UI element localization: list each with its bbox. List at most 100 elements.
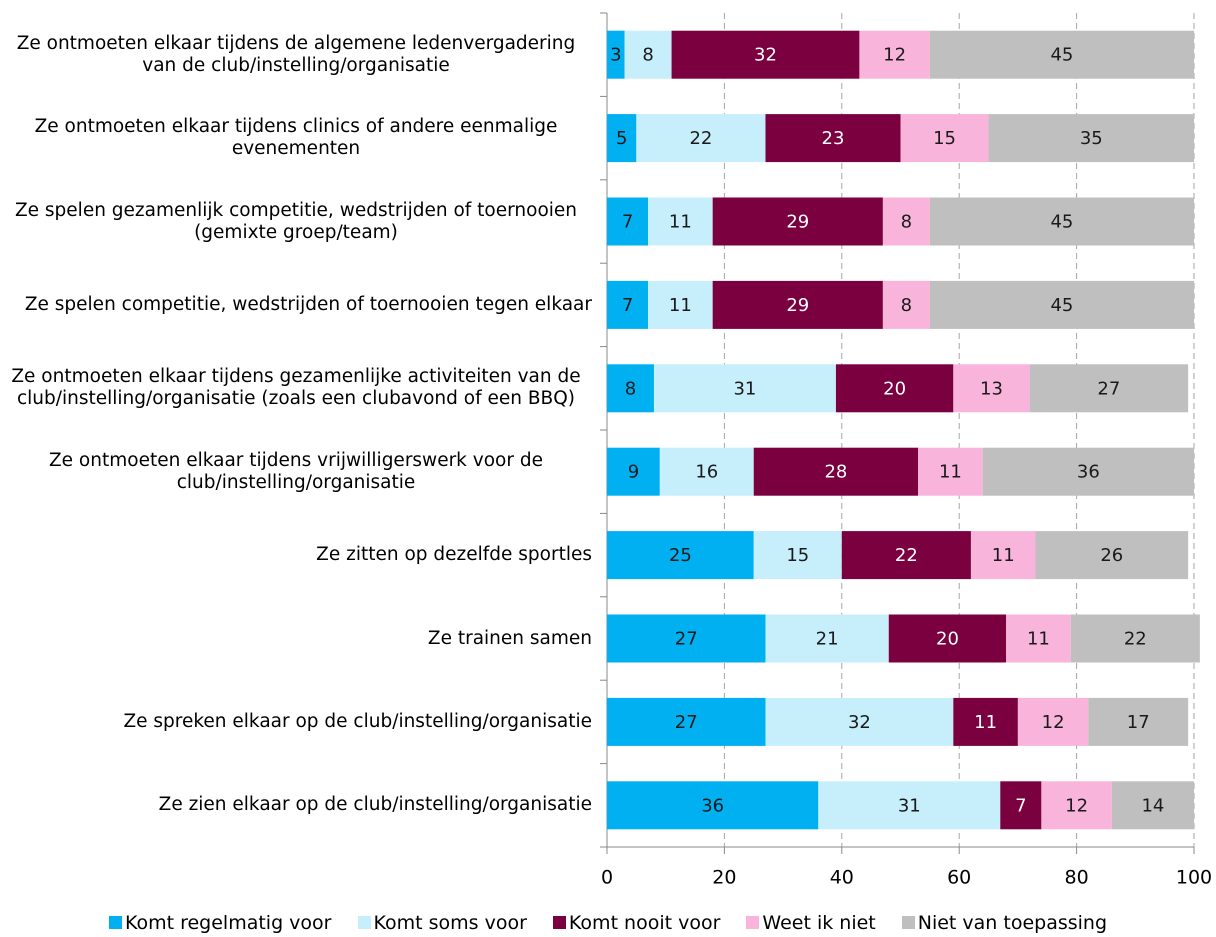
x-tick-label: 100 bbox=[1176, 867, 1212, 889]
data-label: 29 bbox=[786, 212, 809, 233]
data-label: 16 bbox=[695, 462, 718, 483]
legend-item: Komt soms voor bbox=[357, 912, 527, 934]
data-label: 11 bbox=[1027, 629, 1050, 650]
data-label: 22 bbox=[689, 128, 712, 149]
data-label: 11 bbox=[669, 295, 692, 316]
bar-segment bbox=[953, 697, 1018, 746]
bar-segment bbox=[929, 280, 1194, 329]
data-label: 22 bbox=[895, 545, 918, 566]
legend-swatch bbox=[108, 916, 122, 929]
data-label: 29 bbox=[786, 295, 809, 316]
category-label: Ze ontmoeten elkaar tijdens gezamenlijke… bbox=[11, 366, 581, 410]
bar-segment bbox=[982, 447, 1194, 496]
data-label: 27 bbox=[675, 712, 698, 733]
category-box: Ze ontmoeten elkaar tijdens gezamenlijke… bbox=[0, 348, 592, 428]
bar-segment bbox=[659, 447, 754, 496]
category-label: Ze zien elkaar op de club/instelling/org… bbox=[158, 794, 592, 816]
data-label: 31 bbox=[733, 378, 756, 399]
category-label: Ze ontmoeten elkaar tijdens vrijwilliger… bbox=[49, 449, 543, 493]
bar-segment bbox=[1006, 614, 1071, 663]
category-box: Ze ontmoeten elkaar tijdens vrijwilliger… bbox=[0, 432, 592, 512]
data-label: 8 bbox=[625, 378, 636, 399]
bar-segment bbox=[765, 614, 889, 663]
data-label: 26 bbox=[1100, 545, 1123, 566]
bar-segment bbox=[882, 197, 930, 246]
data-label: 45 bbox=[1050, 45, 1073, 66]
data-label: 7 bbox=[1015, 795, 1026, 816]
legend-label: Komt nooit voor bbox=[568, 912, 721, 934]
bar-segment bbox=[988, 114, 1194, 163]
data-label: 15 bbox=[786, 545, 809, 566]
bar-segment bbox=[753, 447, 919, 496]
bar-segment bbox=[607, 614, 766, 663]
legend-item: Komt nooit voor bbox=[552, 912, 721, 934]
bar-segment bbox=[859, 30, 930, 79]
bar-segment bbox=[607, 697, 766, 746]
bar-segment bbox=[1070, 614, 1200, 663]
bar-segment bbox=[841, 531, 971, 580]
legend-item: Niet van toepassing bbox=[901, 912, 1108, 934]
x-tick-label: 0 bbox=[601, 867, 613, 889]
bar-segment bbox=[1000, 781, 1042, 830]
data-label: 20 bbox=[936, 629, 959, 650]
data-label: 8 bbox=[901, 295, 912, 316]
legend: Komt regelmatig voor Komt soms voor Komt n… bbox=[0, 912, 1216, 934]
bar-segment bbox=[1029, 364, 1189, 413]
data-label: 12 bbox=[1042, 712, 1065, 733]
data-label: 17 bbox=[1127, 712, 1150, 733]
legend-item: Weet ik niet bbox=[746, 912, 876, 934]
category-label: Ze spelen competitie, wedstrijden of toe… bbox=[24, 293, 592, 315]
data-label: 23 bbox=[822, 128, 845, 149]
x-tick-label: 20 bbox=[712, 867, 736, 889]
category-box: Ze zitten op dezelfde sportles bbox=[0, 515, 592, 595]
bar-segment bbox=[1041, 781, 1112, 830]
bar-segment bbox=[818, 781, 1001, 830]
legend-swatch bbox=[746, 916, 760, 929]
category-box: Ze trainen samen bbox=[0, 599, 592, 679]
bar-segment bbox=[648, 280, 713, 329]
data-label: 36 bbox=[701, 795, 724, 816]
bar-segment bbox=[648, 197, 713, 246]
data-label: 32 bbox=[754, 45, 777, 66]
bar-segment bbox=[636, 114, 766, 163]
data-label: 36 bbox=[1077, 462, 1100, 483]
data-label: 8 bbox=[642, 45, 653, 66]
data-label: 7 bbox=[622, 212, 633, 233]
category-box: Ze spelen gezamenlijk competitie, wedstr… bbox=[0, 182, 592, 262]
bar-segment bbox=[1088, 697, 1189, 746]
data-label: 21 bbox=[816, 629, 839, 650]
bar-segment bbox=[607, 781, 819, 830]
data-label: 11 bbox=[974, 712, 997, 733]
bar-segment bbox=[929, 30, 1194, 79]
bar-segment bbox=[607, 447, 660, 496]
bar-segment bbox=[900, 114, 989, 163]
bar-segment bbox=[765, 697, 954, 746]
data-label: 45 bbox=[1050, 295, 1073, 316]
data-label: 27 bbox=[675, 629, 698, 650]
legend-item: Komt regelmatig voor bbox=[108, 912, 332, 934]
legend-swatch bbox=[552, 916, 566, 929]
bar-segment bbox=[753, 531, 842, 580]
bar-segment bbox=[624, 30, 672, 79]
category-box: Ze ontmoeten elkaar tijdens clinics of a… bbox=[0, 98, 592, 178]
bar-segment bbox=[970, 531, 1036, 580]
data-label: 3 bbox=[610, 45, 621, 66]
data-label: 28 bbox=[824, 462, 847, 483]
category-label: Ze spreken elkaar op de club/instelling/… bbox=[123, 710, 592, 732]
legend-swatch bbox=[901, 916, 915, 929]
legend-label: Weet ik niet bbox=[762, 912, 876, 934]
bar-segment bbox=[607, 114, 637, 163]
data-label: 45 bbox=[1050, 212, 1073, 233]
category-label: Ze ontmoeten elkaar tijdens clinics of a… bbox=[34, 116, 558, 160]
x-tick-label: 60 bbox=[947, 867, 971, 889]
data-label: 32 bbox=[848, 712, 871, 733]
data-label: 9 bbox=[628, 462, 639, 483]
bar-segment bbox=[888, 614, 1007, 663]
bar-segment bbox=[607, 197, 649, 246]
bar-segment bbox=[607, 364, 654, 413]
legend-label: Niet van toepassing bbox=[917, 912, 1108, 934]
category-label: Ze ontmoeten elkaar tijdens de algemene … bbox=[16, 32, 576, 76]
bar-segment bbox=[918, 447, 983, 496]
data-label: 12 bbox=[883, 45, 906, 66]
